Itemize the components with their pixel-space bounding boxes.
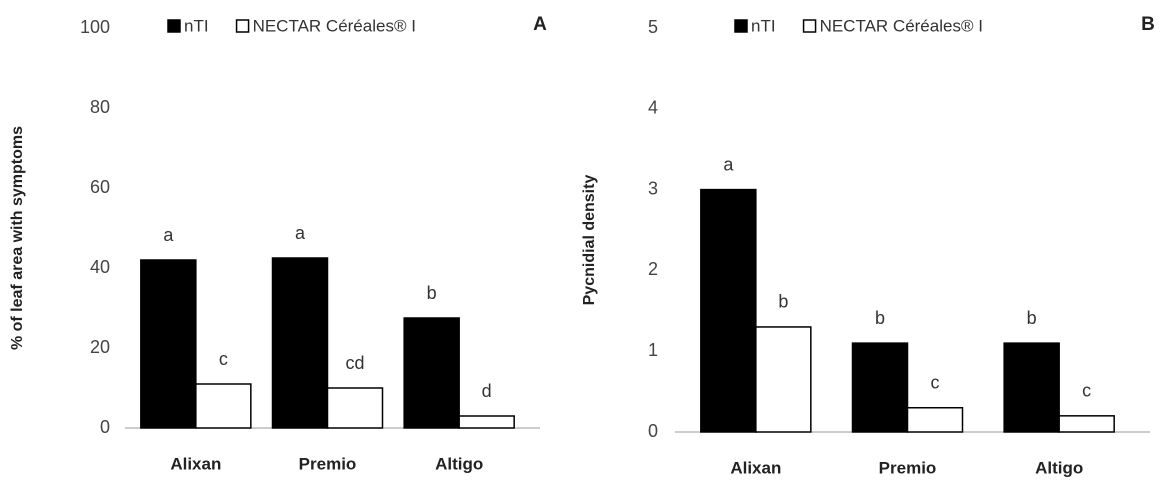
bar (326, 387, 384, 429)
legend-swatch (167, 19, 181, 33)
bar (195, 383, 252, 429)
y-tick-label: 2 (648, 259, 658, 279)
significance-letter: c (1082, 381, 1091, 401)
legend-swatch (734, 19, 748, 33)
x-tick-label: Altigo (1035, 458, 1083, 477)
significance-letter: cd (345, 353, 364, 373)
y-axis-title: % of leaf area with symptoms (9, 126, 26, 350)
significance-letter: a (163, 225, 174, 245)
x-tick-label: Altigo (435, 454, 483, 473)
bar (403, 317, 460, 429)
significance-letter: a (295, 223, 306, 243)
significance-letter: b (778, 292, 788, 312)
significance-letter: b (875, 308, 885, 328)
significance-letter: a (723, 154, 734, 174)
bar (755, 326, 812, 433)
significance-letter: d (482, 381, 492, 401)
bar (458, 415, 515, 429)
legend-swatch (235, 19, 250, 33)
bar (851, 342, 909, 433)
legend-label: NECTAR Céréales® I (820, 16, 983, 35)
x-tick-label: Alixan (170, 454, 221, 473)
legend-label: NECTAR Céréales® I (253, 16, 416, 35)
y-tick-label: 20 (90, 337, 110, 357)
bar (1003, 342, 1060, 433)
x-tick-label: Premio (879, 458, 937, 477)
bar (906, 407, 964, 433)
significance-letter: b (427, 283, 437, 303)
y-tick-label: 0 (648, 421, 658, 441)
y-tick-label: 1 (648, 340, 658, 360)
legend-swatch (802, 19, 817, 33)
significance-letter: b (1027, 308, 1037, 328)
significance-letter: c (931, 373, 940, 393)
y-tick-label: 40 (90, 257, 110, 277)
y-tick-label: 0 (100, 417, 110, 437)
y-tick-label: 60 (90, 177, 110, 197)
y-axis-title: Pycnidial density (581, 175, 598, 306)
legend-label: nTI (184, 16, 209, 35)
y-tick-label: 100 (80, 17, 110, 37)
y-tick-label: 3 (648, 178, 658, 198)
x-tick-label: Premio (299, 454, 357, 473)
panel-label: B (1141, 14, 1155, 35)
legend-label: nTI (751, 16, 776, 35)
y-tick-label: 5 (648, 17, 658, 37)
x-tick-label: Alixan (730, 458, 781, 477)
bar (140, 259, 197, 429)
y-tick-label: 4 (648, 98, 658, 118)
y-tick-label: 80 (90, 97, 110, 117)
panel-label: A (533, 14, 547, 35)
bar (700, 188, 757, 433)
significance-letter: c (219, 349, 228, 369)
bar (271, 257, 329, 429)
bar (1058, 415, 1115, 433)
